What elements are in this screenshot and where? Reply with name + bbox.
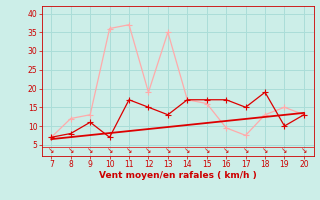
Text: ↘: ↘	[126, 146, 132, 155]
Text: ↘: ↘	[243, 146, 249, 155]
Text: ↘: ↘	[184, 146, 190, 155]
Text: ↘: ↘	[281, 146, 288, 155]
Text: ↘: ↘	[204, 146, 210, 155]
Text: ↘: ↘	[301, 146, 307, 155]
Text: ↘: ↘	[107, 146, 113, 155]
X-axis label: Vent moyen/en rafales ( km/h ): Vent moyen/en rafales ( km/h )	[99, 171, 256, 180]
Text: ↘: ↘	[68, 146, 74, 155]
Text: ↘: ↘	[223, 146, 229, 155]
Text: ↘: ↘	[165, 146, 171, 155]
Text: ↘: ↘	[262, 146, 268, 155]
Text: ↘: ↘	[48, 146, 54, 155]
Text: ↘: ↘	[145, 146, 152, 155]
Text: ↘: ↘	[87, 146, 93, 155]
